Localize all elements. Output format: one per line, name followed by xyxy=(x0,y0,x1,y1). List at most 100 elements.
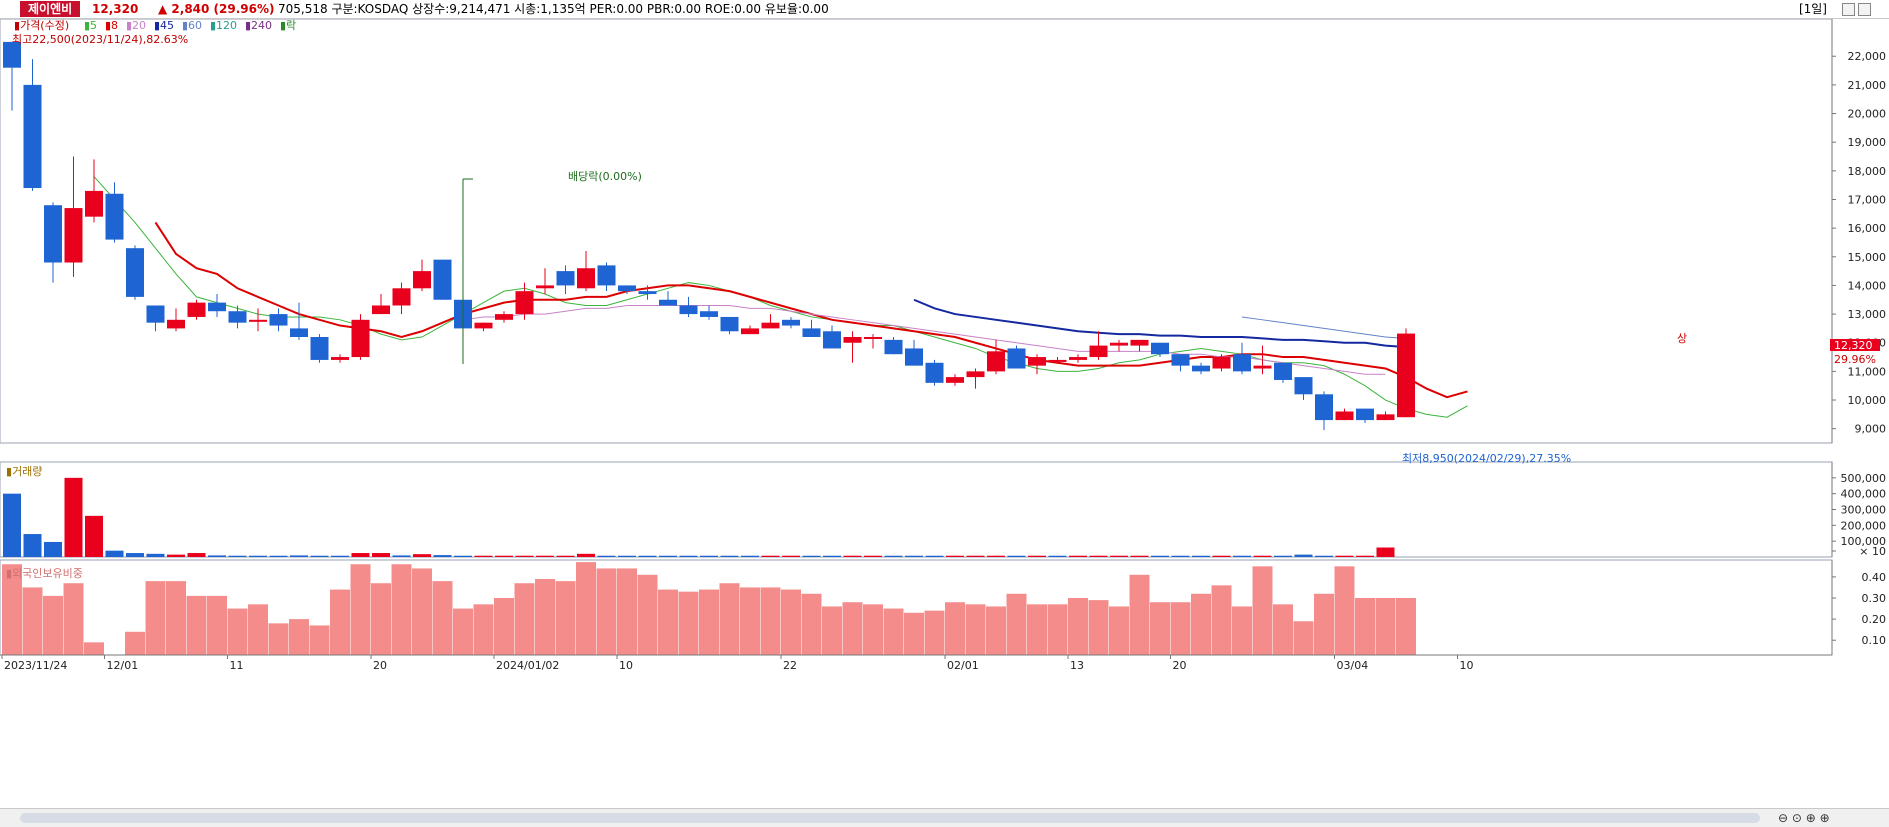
volume-ytick-label: 400,000 xyxy=(1841,488,1887,501)
last-change-label: 29.96% xyxy=(1834,353,1876,366)
volume-bar xyxy=(105,550,124,557)
price-ytick-label: 22,000 xyxy=(1848,50,1887,63)
xaxis-label: 02/01 xyxy=(947,659,979,672)
volume-ytick-label: 200,000 xyxy=(1841,519,1887,532)
foreign-ytick-label: 0.10 xyxy=(1862,634,1887,647)
foreign-bar xyxy=(1006,593,1027,655)
candle xyxy=(618,285,636,292)
foreign-bar xyxy=(22,587,43,655)
xaxis-label: 2023/11/24 xyxy=(4,659,67,672)
foreign-bar xyxy=(1047,604,1068,655)
ma-legend-item-5: ▮5 xyxy=(84,19,97,32)
candle xyxy=(1274,362,1292,380)
zoom-in-icon[interactable]: ⊕ xyxy=(1805,811,1816,825)
volume-bar xyxy=(1028,555,1046,557)
foreign-bar xyxy=(166,581,186,655)
price-ytick-label: 20,000 xyxy=(1848,108,1887,121)
foreign-bar xyxy=(986,606,1006,655)
xaxis-label: 20 xyxy=(373,659,387,672)
volume-bar xyxy=(146,553,165,557)
foreign-bar xyxy=(289,619,309,655)
price-panel: 22,000 21,000 20,000 19,000 18,000 17,000 16,0… xyxy=(0,19,1887,444)
candle xyxy=(1028,357,1046,366)
volume-bar xyxy=(679,555,698,557)
candle xyxy=(1089,345,1108,358)
volume-bar xyxy=(597,555,616,557)
candle xyxy=(105,193,124,240)
stock-name[interactable]: 제이엔비 xyxy=(20,1,81,17)
candle xyxy=(1171,354,1190,366)
price-ytick-label: 18,000 xyxy=(1848,165,1887,178)
foreign-bar xyxy=(965,604,986,655)
period-selector[interactable]: [1일] xyxy=(1798,2,1827,16)
volume-bar xyxy=(618,555,636,557)
foreign-bar xyxy=(760,587,781,655)
candle xyxy=(1376,414,1395,421)
candle xyxy=(372,305,390,315)
scrollbar-thumb[interactable] xyxy=(20,813,1760,823)
xaxis-label: 22 xyxy=(783,659,797,672)
volume-bar xyxy=(1151,555,1169,557)
foreign-bar xyxy=(822,606,842,655)
foreign-bar xyxy=(1273,604,1293,655)
zoom-reset-icon[interactable]: ⊙ xyxy=(1791,811,1802,825)
price-panel-frame xyxy=(0,19,1833,444)
xaxis-label: 03/04 xyxy=(1337,659,1369,672)
foreign-bar xyxy=(1088,600,1109,655)
foreign-bar xyxy=(924,610,945,655)
stock-chart[interactable]: 22,000 21,000 20,000 19,000 18,000 17,000 16,0… xyxy=(0,19,1889,808)
foreign-bar xyxy=(514,583,535,655)
foreign-bar xyxy=(1293,621,1314,655)
foreign-bar xyxy=(84,642,104,655)
candle xyxy=(864,337,882,339)
candle xyxy=(413,271,431,289)
foreign-bar xyxy=(1375,598,1396,655)
volume-bar xyxy=(474,555,493,557)
foreign-bar xyxy=(1129,574,1150,655)
candle xyxy=(3,41,21,68)
ma-line-5 xyxy=(93,176,1468,418)
xaxis-label: 2024/01/02 xyxy=(496,659,559,672)
foreign-bar xyxy=(1314,593,1334,655)
close-button[interactable] xyxy=(1858,3,1871,16)
volume-bar xyxy=(44,541,62,557)
candle xyxy=(1048,359,1067,362)
volume-bar xyxy=(864,555,882,557)
zoom-fit-icon[interactable]: ⊕ xyxy=(1819,811,1830,825)
foreign-bar xyxy=(330,589,350,655)
candle xyxy=(167,319,185,329)
price-ytick-label: 17,000 xyxy=(1848,193,1887,206)
ma-legend-extra: ▮락 xyxy=(280,19,296,32)
zoom-out-icon[interactable]: ⊖ xyxy=(1778,811,1789,825)
candle xyxy=(44,205,62,263)
volume-bar xyxy=(413,554,431,557)
foreign-bar xyxy=(371,583,391,655)
chart-scrollbar[interactable] xyxy=(0,808,1768,827)
candle xyxy=(515,291,534,315)
volume-ytick-label: × 10 xyxy=(1859,545,1886,558)
volume-bar xyxy=(167,554,185,557)
foreign-ytick-label: 0.30 xyxy=(1862,592,1887,605)
candle xyxy=(700,311,718,317)
volume-bar xyxy=(331,555,349,557)
volume-bar xyxy=(126,553,144,557)
restore-button[interactable] xyxy=(1842,3,1855,16)
volume-panel-frame xyxy=(0,461,1833,558)
candle xyxy=(638,291,657,295)
foreign-bar xyxy=(1211,585,1232,655)
volume-bar xyxy=(741,555,759,557)
volume-bar xyxy=(700,555,718,557)
foreign-bar xyxy=(535,579,555,655)
foreign-bar xyxy=(391,564,412,655)
xaxis-label: 13 xyxy=(1070,659,1084,672)
volume-bar xyxy=(1171,555,1190,557)
candle xyxy=(782,319,800,326)
xaxis-label: 20 xyxy=(1173,659,1187,672)
foreign-bar xyxy=(1334,566,1355,655)
candle xyxy=(1212,357,1231,369)
foreign-bar xyxy=(412,568,432,655)
ma-legend-item-45: ▮45 xyxy=(154,19,174,32)
foreign-bar xyxy=(1191,593,1211,655)
foreign-ownership-panel: 0.40 0.30 0.20 0.10 xyxy=(0,559,1887,656)
foreign-legend-label: ▮외국인보유비중 xyxy=(6,567,83,580)
